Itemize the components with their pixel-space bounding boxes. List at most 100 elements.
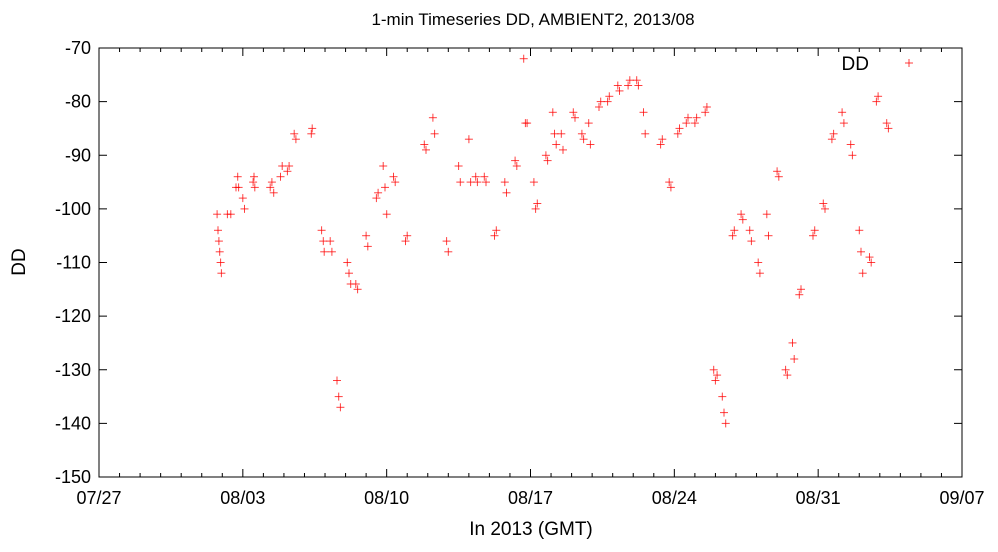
data-point: [334, 392, 343, 401]
data-point: [809, 231, 817, 240]
data-point: [709, 365, 718, 374]
data-point: [422, 145, 430, 154]
data-point: [278, 162, 287, 170]
legend-marker-plus: [905, 59, 913, 67]
data-point: [634, 81, 643, 90]
data-point: [625, 76, 634, 85]
data-point: [595, 103, 603, 111]
x-tick-label: 07/27: [76, 488, 121, 508]
data-point: [215, 247, 224, 256]
data-point: [480, 172, 489, 181]
data-point: [233, 172, 242, 181]
data-point: [569, 108, 578, 117]
data-point: [857, 247, 865, 256]
data-point: [641, 129, 650, 138]
data-point: [624, 81, 633, 90]
data-point: [713, 371, 722, 380]
x-axis: 07/27 08/03 08/10 08/17 08/24 08/31 09/07: [76, 48, 985, 508]
data-point: [308, 124, 317, 133]
data-points: [213, 54, 893, 428]
data-point: [605, 92, 614, 101]
data-point: [317, 226, 326, 235]
data-point: [372, 194, 381, 203]
data-point: [214, 226, 222, 235]
data-point: [444, 247, 453, 256]
y-tick-label: -120: [55, 306, 91, 326]
data-point: [523, 119, 532, 128]
x-tick-label: 09/07: [939, 488, 984, 508]
data-point: [586, 140, 595, 149]
data-point: [351, 280, 360, 288]
data-point: [216, 258, 225, 267]
data-point: [615, 86, 624, 95]
data-point: [213, 210, 222, 219]
data-point: [745, 226, 754, 235]
data-point: [848, 151, 857, 160]
data-point: [333, 376, 341, 385]
data-point: [500, 178, 509, 187]
data-point: [533, 199, 542, 208]
x-tick-label: 08/03: [220, 488, 265, 508]
data-point: [720, 408, 728, 417]
data-point: [865, 253, 874, 262]
data-point: [430, 129, 439, 138]
data-point: [858, 269, 867, 278]
y-tick-label: -150: [55, 467, 91, 487]
data-point: [362, 231, 371, 240]
data-point: [266, 183, 275, 192]
y-tick-label: -140: [55, 413, 91, 433]
y-tick-label: -130: [55, 360, 91, 380]
data-point: [420, 140, 429, 149]
data-point: [217, 269, 226, 278]
data-point: [821, 204, 829, 213]
data-point: [656, 140, 665, 149]
data-point: [529, 178, 538, 187]
data-point: [249, 178, 258, 187]
data-point: [730, 226, 739, 235]
data-point: [291, 135, 300, 144]
data-point: [285, 162, 294, 170]
data-point: [658, 135, 667, 144]
data-point: [456, 178, 465, 187]
data-point: [872, 97, 881, 106]
data-point: [389, 172, 398, 181]
data-point: [482, 178, 490, 187]
data-point: [783, 371, 792, 380]
data-point: [718, 392, 727, 401]
data-point: [290, 129, 299, 138]
data-point: [774, 172, 783, 181]
x-tick-label: 08/31: [796, 488, 841, 508]
data-point: [238, 194, 247, 203]
data-point: [307, 129, 316, 138]
x-axis-label: In 2013 (GMT): [469, 519, 593, 540]
data-point: [838, 108, 847, 117]
y-axis: -70 -80 -90 -100 -110 -120 -130 -140 -150: [55, 38, 962, 487]
data-point: [552, 140, 561, 149]
data-point: [737, 210, 746, 219]
data-point: [797, 285, 805, 294]
data-point: [327, 247, 336, 256]
data-point: [692, 113, 701, 122]
data-point: [454, 162, 463, 170]
data-point: [345, 269, 353, 278]
data-point: [884, 124, 893, 133]
data-point: [343, 258, 352, 267]
y-axis-label: DD: [9, 248, 30, 275]
data-point: [543, 156, 552, 165]
data-point: [839, 119, 848, 128]
data-point: [666, 183, 675, 192]
data-point: [214, 237, 223, 246]
data-point: [702, 103, 711, 111]
legend: DD: [842, 54, 913, 75]
data-point: [490, 231, 499, 240]
data-point: [675, 124, 684, 133]
data-point: [374, 188, 383, 197]
y-tick-label: -70: [65, 38, 91, 58]
data-point: [548, 108, 557, 117]
data-point: [701, 108, 710, 117]
data-point: [603, 97, 612, 106]
data-point: [471, 172, 480, 181]
data-point: [428, 113, 437, 122]
data-point: [557, 129, 566, 138]
